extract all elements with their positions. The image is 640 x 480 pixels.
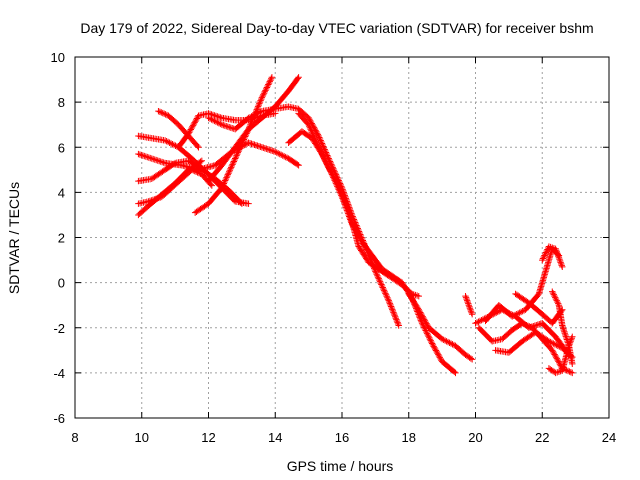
y-tick-label: -6 [53, 411, 65, 426]
y-tick-label: 10 [51, 50, 65, 65]
series-arc11 [285, 128, 459, 377]
x-tick-label: 20 [468, 430, 482, 445]
data-marker-path [295, 110, 422, 300]
data-marker-path [539, 243, 566, 271]
x-tick-label: 12 [201, 430, 215, 445]
series-arc10 [205, 74, 302, 185]
series-arc13 [405, 290, 476, 363]
x-tick-label: 14 [268, 430, 282, 445]
x-tick-label: 16 [335, 430, 349, 445]
series-arc5 [135, 166, 216, 207]
x-tick-label: 18 [402, 430, 416, 445]
series-arc8 [205, 103, 402, 329]
y-tick-label: 0 [58, 276, 65, 291]
x-tick-label: 24 [602, 430, 616, 445]
x-tick-label: 10 [135, 430, 149, 445]
series-arc17 [482, 245, 563, 325]
x-tick-label: 8 [71, 430, 78, 445]
data-marker-path [549, 288, 576, 368]
y-tick-label: 8 [58, 95, 65, 110]
grid [75, 57, 609, 418]
data-marker-path [405, 290, 476, 363]
y-tick-label: 6 [58, 140, 65, 155]
y-tick-label: 2 [58, 231, 65, 246]
y-axis-label: SDTVAR / TECUs [6, 182, 22, 294]
data-points [135, 74, 576, 377]
x-axis-label: GPS time / hours [287, 458, 394, 474]
data-marker-path [462, 292, 476, 318]
series-arc21 [549, 288, 576, 368]
series-arc12 [295, 110, 422, 300]
data-marker-path [205, 74, 302, 185]
data-marker-path [135, 166, 216, 207]
chart-title: Day 179 of 2022, Sidereal Day-to-day VTE… [80, 20, 593, 36]
y-tick-label: 4 [58, 185, 65, 200]
data-marker-path [482, 245, 563, 325]
series-arc14 [462, 292, 476, 318]
data-marker-path [205, 103, 402, 329]
data-marker-path [285, 128, 459, 377]
series-arc22 [539, 243, 566, 271]
y-tick-label: -4 [53, 366, 65, 381]
y-tick-label: -2 [53, 321, 65, 336]
x-tick-label: 22 [535, 430, 549, 445]
